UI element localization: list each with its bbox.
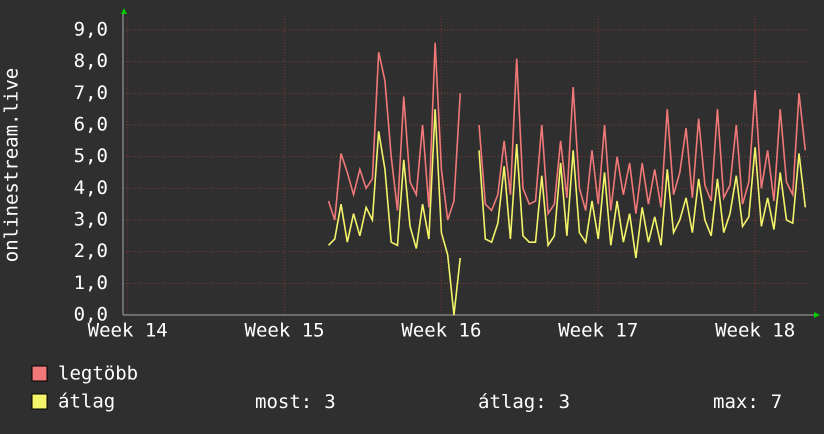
stat-label: most:	[255, 391, 312, 413]
y-tick-label: 4,0	[74, 177, 108, 199]
stat: max: 7	[713, 391, 782, 413]
stat: most: 3	[255, 391, 336, 413]
stat: átlag: 3	[478, 391, 570, 413]
legend-swatch	[31, 365, 48, 382]
series-line	[327, 109, 807, 316]
x-tick-label: Week 14	[88, 320, 168, 342]
legend-label: legtöbb	[58, 363, 138, 385]
stat-value: 3	[559, 391, 570, 413]
stat-value: 7	[771, 391, 782, 413]
x-tick-label: Week 15	[245, 320, 325, 342]
y-tick-label: 7,0	[74, 82, 108, 104]
axis-arrow	[814, 312, 820, 318]
y-tick-label: 2,0	[74, 240, 108, 262]
x-tick-label: Week 16	[401, 320, 481, 342]
x-tick-label: Week 17	[558, 320, 638, 342]
y-tick-label: 5,0	[74, 145, 108, 167]
y-tick-label: 6,0	[74, 114, 108, 136]
legend-swatch	[31, 393, 48, 410]
y-tick-label: 8,0	[74, 50, 108, 72]
y-tick-label: 3,0	[74, 209, 108, 231]
axis-arrow	[121, 8, 127, 14]
stat-value: 3	[324, 391, 335, 413]
stat-label: max:	[713, 391, 759, 413]
y-tick-label: 0,0	[74, 304, 108, 326]
y-tick-label: 9,0	[74, 19, 108, 41]
legend-label: átlag	[58, 391, 115, 413]
stat-label: átlag:	[478, 391, 547, 413]
x-tick-label: Week 18	[715, 320, 795, 342]
series-line	[327, 42, 807, 221]
y-axis-label: onlinestream.live	[1, 68, 23, 262]
y-tick-label: 1,0	[74, 272, 108, 294]
